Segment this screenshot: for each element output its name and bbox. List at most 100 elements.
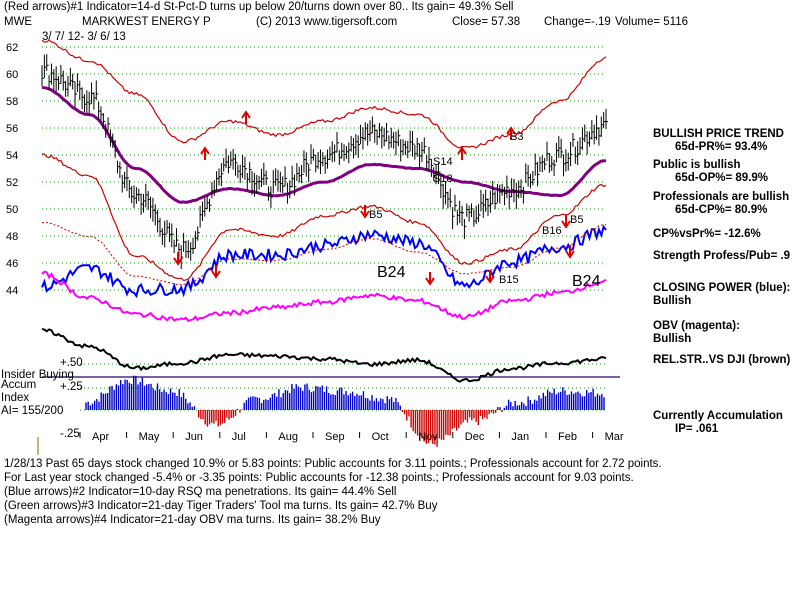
arrow-head [485, 275, 495, 284]
arrow-head [565, 250, 575, 259]
y-tick-label: 54 [6, 150, 18, 162]
footer-magenta-arrows: (Magenta arrows)#4 Indicator=21-day OBV … [4, 514, 381, 526]
accum-label: Accum [1, 379, 37, 391]
arrow-head [457, 146, 467, 155]
down-arrow [241, 110, 251, 124]
series-line-6 [41, 327, 607, 383]
price-bars [41, 54, 608, 270]
x-tick-label: Jun [185, 431, 203, 443]
arrow-head [561, 220, 571, 229]
x-tick-label: Oct [372, 431, 389, 443]
signal-label-b24: B24 [377, 264, 406, 281]
ai-label: AI= 155/200 [1, 405, 64, 417]
signal-arrows [173, 110, 575, 286]
x-tick-label: Aug [278, 431, 298, 443]
footer-date: 1/28/13 [4, 458, 43, 470]
x-tick-label: Feb [558, 431, 577, 443]
y-tick-label: 62 [6, 42, 18, 54]
y-tick-label: 52 [6, 177, 18, 189]
y-tick-label: 50 [6, 204, 18, 216]
ip-value: IP= .061 [675, 423, 719, 435]
arrow-head [200, 146, 210, 155]
copyright: (C) 2013 www.tigersoft.com [256, 16, 398, 28]
x-tick-label: Nov [418, 431, 438, 443]
x-tick-label: Apr [92, 431, 109, 443]
header-indicator-line: (Red arrows)#1 Indicator=14-d St-Pct-D t… [4, 1, 514, 13]
footer-past65: Past 65 days stock changed 10.9% or 5.83… [45, 458, 662, 470]
arrow-head [506, 126, 516, 135]
x-tick-label: Jul [232, 431, 246, 443]
insider-label: Insider Buying [1, 369, 74, 381]
footer-line1: 1/28/13 Past 65 days stock changed 10.9%… [4, 457, 662, 471]
closing-power-value: Bullish [653, 295, 692, 307]
op-value: 65d-OP%= 89.9% [675, 172, 769, 184]
signal-label-b24: B24 [572, 273, 601, 290]
x-tick-label: Dec [465, 431, 485, 443]
strength-ratio: Strength Profess/Pub= .9 [653, 250, 791, 262]
down-arrow [200, 146, 210, 160]
series-line-2 [41, 153, 607, 282]
signal-label-b5: B5 [570, 214, 583, 226]
footer-green-arrows: (Green arrows)#3 Indicator=21-day Tiger … [4, 500, 438, 512]
obv-value: Bullish [653, 333, 692, 345]
footer-line2: For Last year stock changed -5.4% or -3.… [4, 472, 634, 484]
plus25-label: +.25 [60, 381, 83, 393]
y-tick-label: 44 [6, 285, 18, 297]
arrow-head [425, 277, 435, 286]
footer-blue-arrows: (Blue arrows)#2 Indicator=10-day RSQ ma … [4, 486, 397, 498]
volume-value: Volume= 5116 [615, 16, 688, 28]
arrow-head [173, 257, 183, 266]
axis-ticks: 62 60 58 56 54 52 50 48 46 44 Apr May Jun Jul Aug Sep Oc… [6, 42, 624, 443]
up-arrow [565, 245, 575, 259]
signal-label-s18: S18 [433, 173, 453, 185]
down-arrow [506, 126, 516, 140]
plus50-label: +.50 [60, 357, 83, 369]
dotted-band [41, 221, 607, 286]
date-range: 3/ 7/ 12- 3/ 6/ 13 [42, 31, 126, 43]
minus25-label: -.25 [60, 428, 80, 440]
arrow-head [241, 110, 251, 119]
accum-title: Currently Accumulation [653, 410, 783, 422]
y-tick-label: 46 [6, 258, 18, 270]
signal-label-b15: B15 [499, 274, 519, 286]
close-price: Close= 57.38 [452, 16, 521, 28]
closing-power-label: CLOSING POWER (blue): [653, 282, 791, 294]
obv-label: OBV (magenta): [653, 320, 740, 332]
up-arrow [360, 205, 370, 219]
y-tick-label: 56 [6, 123, 18, 135]
up-arrow [173, 252, 183, 266]
up-arrow [211, 265, 221, 279]
arrow-head [360, 210, 370, 219]
y-tick-label: 60 [6, 69, 18, 81]
up-arrow [485, 270, 495, 284]
public-title: Public is bullish [653, 159, 741, 171]
company-name: MARKWEST ENERGY P [82, 16, 211, 28]
up-arrow [561, 215, 571, 229]
series-line-4 [41, 224, 607, 299]
series-line-5 [41, 270, 607, 323]
accumulation-bars [85, 375, 605, 447]
down-arrow [457, 146, 467, 160]
up-arrow [425, 272, 435, 286]
x-tick-label: Sep [325, 431, 345, 443]
pr-value: 65d-PR%= 93.4% [675, 141, 768, 153]
arrow-head [211, 270, 221, 279]
signal-label-s14: S14 [433, 156, 453, 168]
x-tick-label: Jan [511, 431, 529, 443]
ticker-symbol: MWE [4, 16, 33, 28]
annotations: B24 B24 B5 B5 S3 S14 S18 B15 B16 [369, 131, 601, 290]
cp-vs-pr: CP%vsPr%= -12.6% [653, 228, 761, 240]
trend-title: BULLISH PRICE TREND [653, 128, 784, 140]
pro-title: Professionals are bullish [653, 191, 790, 203]
cp-value: 65d-CP%= 80.9% [675, 204, 768, 216]
index-label: Index [1, 392, 30, 404]
signal-label-b5: B5 [369, 209, 382, 221]
gridlines [37, 46, 620, 455]
signal-label-b16: B16 [542, 225, 562, 237]
y-tick-label: 48 [6, 231, 18, 243]
signal-label-s3: S3 [510, 131, 523, 143]
change-value: Change=-.19 [544, 16, 611, 28]
x-tick-label: Mar [605, 431, 624, 443]
y-tick-label: 58 [6, 96, 18, 108]
